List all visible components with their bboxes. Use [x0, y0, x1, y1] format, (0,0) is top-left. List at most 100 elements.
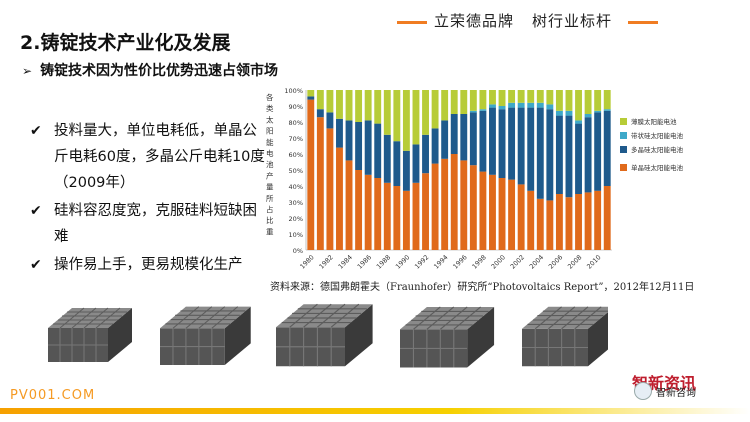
legend-label: 多晶硅太阳能电池 — [631, 145, 684, 154]
watermark-bottom: 智新咨询 — [656, 388, 696, 399]
bar-segment — [479, 171, 487, 250]
bar-segment — [555, 115, 563, 194]
bar-segment — [460, 114, 468, 161]
ingot-image — [48, 307, 133, 363]
y-axis-label-char: 电 — [266, 148, 274, 158]
bar-segment — [555, 110, 563, 116]
ingot-image — [399, 306, 495, 369]
brand-footer: PV001.COM — [10, 388, 96, 403]
bar-segment — [565, 115, 573, 198]
bar-segment — [422, 173, 429, 250]
bar-segment — [412, 90, 420, 145]
bar-segment — [575, 194, 582, 250]
y-tick-label: 90% — [289, 103, 303, 111]
bar-segment — [546, 90, 554, 105]
ingot-image — [275, 303, 374, 367]
bar-segment — [555, 90, 563, 111]
bar-segment — [374, 123, 382, 178]
bar-segment — [508, 107, 516, 180]
bar-segment — [393, 90, 401, 142]
y-axis-label-char: 量 — [266, 183, 274, 192]
bar-segment — [508, 179, 516, 250]
bullet-text: 硅料容忍度宽，克服硅料短缺困难 — [54, 203, 257, 245]
bar-segment — [364, 174, 372, 250]
bar-segment — [460, 90, 468, 114]
bar-segment — [575, 120, 582, 124]
bar-segment — [336, 118, 343, 148]
y-axis-label-char: 阳 — [266, 127, 274, 136]
y-tick-label: 20% — [289, 215, 303, 223]
bar-segment — [594, 90, 602, 111]
bar-segment — [508, 102, 516, 108]
legend-label: 单晶硅太阳能电池 — [631, 163, 684, 172]
bar-segment — [527, 90, 535, 103]
bullet-text: 操作易上手，更易规模化生产 — [54, 257, 243, 273]
y-axis-label-char: 比 — [266, 215, 274, 225]
bar-segment — [393, 141, 401, 186]
legend-label: 带状硅太阳能电池 — [631, 131, 684, 140]
bar-segment — [546, 200, 554, 250]
ingot-image — [521, 306, 608, 367]
bar-segment — [469, 90, 477, 111]
x-tick-label: 2008 — [566, 253, 583, 270]
bar-segment — [584, 117, 592, 193]
bar-segment — [307, 96, 315, 100]
x-tick-label: 1992 — [413, 253, 430, 270]
bar-segment — [546, 109, 554, 201]
bar-segment — [402, 150, 410, 191]
bar-segment — [450, 90, 458, 114]
y-tick-label: 30% — [289, 199, 303, 207]
bar-segment — [307, 99, 315, 250]
y-tick-label: 50% — [289, 167, 303, 175]
bar-segment — [565, 110, 573, 116]
y-tick-label: 100% — [284, 87, 303, 95]
check-icon: ✔ — [30, 257, 42, 273]
page-title: 2.铸锭技术产业化及发展 — [20, 32, 231, 54]
bar-segment — [326, 112, 334, 129]
bar-segment — [594, 190, 602, 250]
y-axis-label-char: 太 — [266, 114, 274, 124]
y-tick-label: 80% — [289, 119, 303, 127]
bar-segment — [364, 120, 372, 175]
bar-segment — [316, 109, 324, 118]
bar-segment — [603, 186, 611, 250]
bar-segment — [498, 178, 506, 250]
bar-segment — [450, 154, 458, 250]
legend-swatch — [620, 164, 627, 171]
x-tick-label: 1986 — [356, 253, 373, 270]
legend-swatch — [620, 132, 627, 139]
bar-segment — [336, 147, 343, 250]
bar-segment — [441, 90, 449, 121]
bar-segment — [364, 90, 372, 121]
bar-segment — [489, 174, 496, 250]
bar-segment — [431, 128, 439, 164]
bar-segment — [326, 128, 334, 250]
bullet-item: ✔ 硅料容忍度宽，克服硅料短缺困难 — [30, 198, 268, 250]
bar-segment — [575, 90, 582, 121]
y-tick-label: 60% — [289, 151, 303, 159]
watermark-icon — [634, 382, 652, 400]
footer-stripe — [0, 408, 750, 414]
bullet-item: ✔ 投料量大，单位电耗低，单晶公斤电耗60度，多晶公斤电耗10度（2009年） — [30, 118, 268, 196]
bar-segment — [374, 90, 382, 124]
bar-segment — [603, 110, 611, 186]
bar-segment — [374, 178, 382, 250]
bar-segment — [555, 194, 563, 250]
bar-segment — [345, 160, 353, 250]
page-subtitle: ➢ 铸锭技术因为性价比优势迅速占领市场 — [22, 60, 278, 80]
check-icon: ✔ — [30, 123, 42, 139]
legend-swatch — [620, 146, 627, 153]
bar-segment — [517, 102, 525, 108]
bar-segment — [536, 90, 544, 103]
bar-segment — [383, 134, 391, 183]
x-tick-label: 2000 — [490, 253, 507, 270]
bar-segment — [536, 198, 544, 250]
bar-segment — [575, 123, 582, 194]
bar-segment — [431, 163, 439, 250]
bar-segment — [517, 184, 525, 250]
y-axis-label-char: 重 — [266, 227, 274, 236]
y-tick-label: 0% — [293, 247, 303, 255]
slogan-line-right — [628, 21, 658, 24]
bar-segment — [393, 186, 401, 250]
